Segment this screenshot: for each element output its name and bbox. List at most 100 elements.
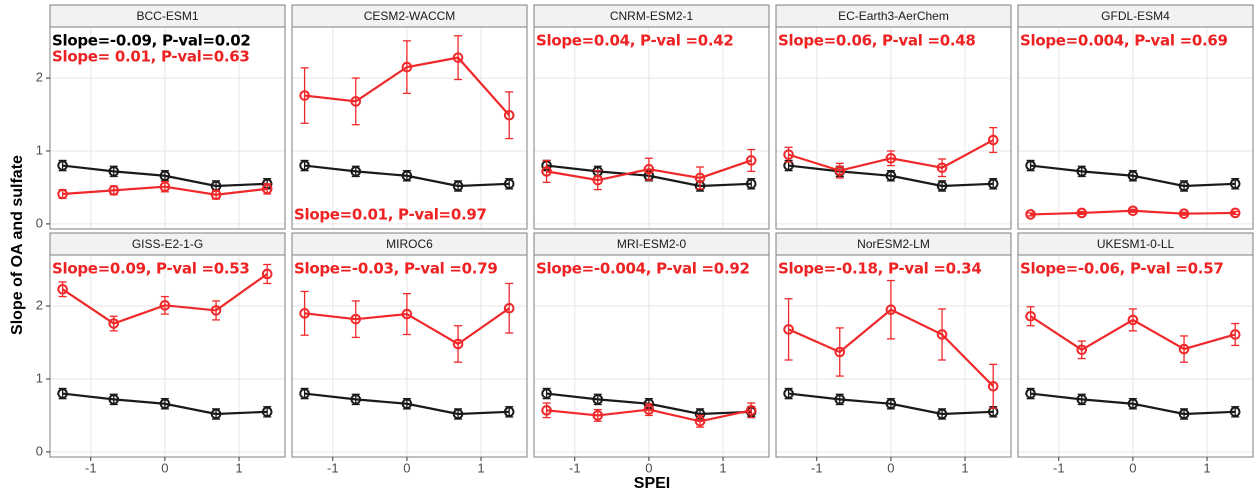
data-point [210, 189, 222, 201]
data-point [745, 405, 757, 416]
x-tick-label: -1 [1053, 460, 1065, 475]
panel-title: GISS-E2-1-G [132, 237, 203, 251]
data-point [592, 410, 604, 421]
data-point [987, 178, 999, 190]
data-point [1025, 388, 1036, 399]
error-bar [1026, 212, 1035, 217]
panel-background [292, 27, 527, 229]
error-bar [300, 290, 309, 336]
panel-title: GFDL-ESM4 [1101, 9, 1170, 23]
data-point [745, 178, 757, 190]
data-point [57, 388, 68, 399]
error-bar [886, 279, 895, 340]
data-point [503, 109, 515, 121]
data-point [1076, 207, 1088, 219]
data-point [159, 398, 171, 410]
data-point [936, 329, 948, 340]
panel-background [776, 27, 1011, 229]
data-point [452, 338, 464, 350]
data-point [108, 166, 120, 177]
data-point [643, 404, 655, 415]
panel-background [534, 27, 769, 229]
data-point [503, 178, 515, 190]
data-point [503, 302, 515, 314]
error-bar [1128, 308, 1137, 332]
data-point [1229, 207, 1241, 219]
data-point [108, 185, 120, 196]
data-point [1178, 208, 1190, 219]
data-point [885, 398, 897, 410]
data-point [885, 170, 897, 182]
data-point [834, 165, 846, 176]
y-tick-label: 2 [36, 297, 43, 312]
data-point [1127, 398, 1139, 410]
error-bar [402, 292, 411, 336]
data-point [401, 398, 413, 410]
data-point [1127, 205, 1139, 217]
y-tick-label: 1 [36, 142, 43, 157]
panel-background [50, 27, 285, 229]
panel-border [775, 254, 1012, 458]
data-point [1178, 180, 1190, 192]
data-point [1025, 310, 1036, 322]
panel-title: BCC-ESM1 [136, 9, 198, 23]
error-bar [1026, 306, 1035, 327]
data-point [1076, 344, 1088, 356]
data-point [1229, 329, 1241, 340]
data-point [541, 166, 552, 177]
data-point [210, 408, 222, 420]
data-point [57, 160, 68, 171]
error-bar [1180, 335, 1189, 363]
data-point [452, 408, 464, 420]
y-tick-label: 0 [36, 443, 43, 458]
error-bar [1128, 208, 1137, 213]
x-tick-label: 0 [403, 460, 410, 475]
data-point [592, 174, 604, 186]
panel-background [1018, 255, 1253, 457]
annotation: Slope=0.09, P-val =0.53 [52, 260, 250, 278]
error-bar [938, 158, 947, 178]
data-point [936, 408, 948, 420]
annotation: Slope=0.04, P-val =0.42 [536, 32, 734, 50]
data-point [987, 380, 999, 392]
x-tick-label: 0 [1129, 460, 1136, 475]
annotation: Slope=0.06, P-val =0.48 [778, 32, 976, 50]
panel-background [292, 255, 527, 457]
data-point [745, 155, 757, 166]
data-point [299, 160, 310, 171]
data-point [592, 394, 604, 405]
error-bar [505, 91, 514, 140]
error-bar [784, 298, 793, 361]
data-point [1127, 314, 1139, 326]
x-tick-label: 1 [719, 460, 726, 475]
data-point [261, 183, 273, 195]
panel-title: EC-Earth3-AerChem [838, 9, 949, 23]
panel-background [534, 255, 769, 457]
x-tick-label: 1 [235, 460, 242, 475]
x-tick-label: -1 [811, 460, 823, 475]
panel-border [1017, 254, 1254, 458]
x-tick-label: -1 [85, 460, 97, 475]
annotation: Slope=0.004, P-val =0.69 [1020, 32, 1228, 50]
error-bar [1231, 322, 1240, 347]
panel-title: UKESM1-0-LL [1097, 237, 1175, 251]
data-point [452, 52, 464, 63]
panel-title: CNRM-ESM2-1 [610, 9, 694, 23]
data-point [108, 394, 120, 405]
x-tick-label: -1 [569, 460, 581, 475]
data-point [1025, 160, 1036, 171]
data-point [350, 313, 362, 325]
error-bar [160, 295, 169, 315]
error-bar [454, 35, 463, 81]
data-point [350, 394, 362, 405]
panel-title: NorESM2-LM [857, 237, 930, 251]
error-bar [351, 77, 360, 126]
error-bar [989, 363, 998, 409]
x-tick-label: 0 [645, 460, 652, 475]
data-point [350, 166, 362, 177]
data-point [159, 170, 171, 182]
x-tick-label: 1 [961, 460, 968, 475]
data-point [108, 318, 120, 329]
error-bar [989, 126, 998, 154]
data-point [1178, 408, 1190, 420]
